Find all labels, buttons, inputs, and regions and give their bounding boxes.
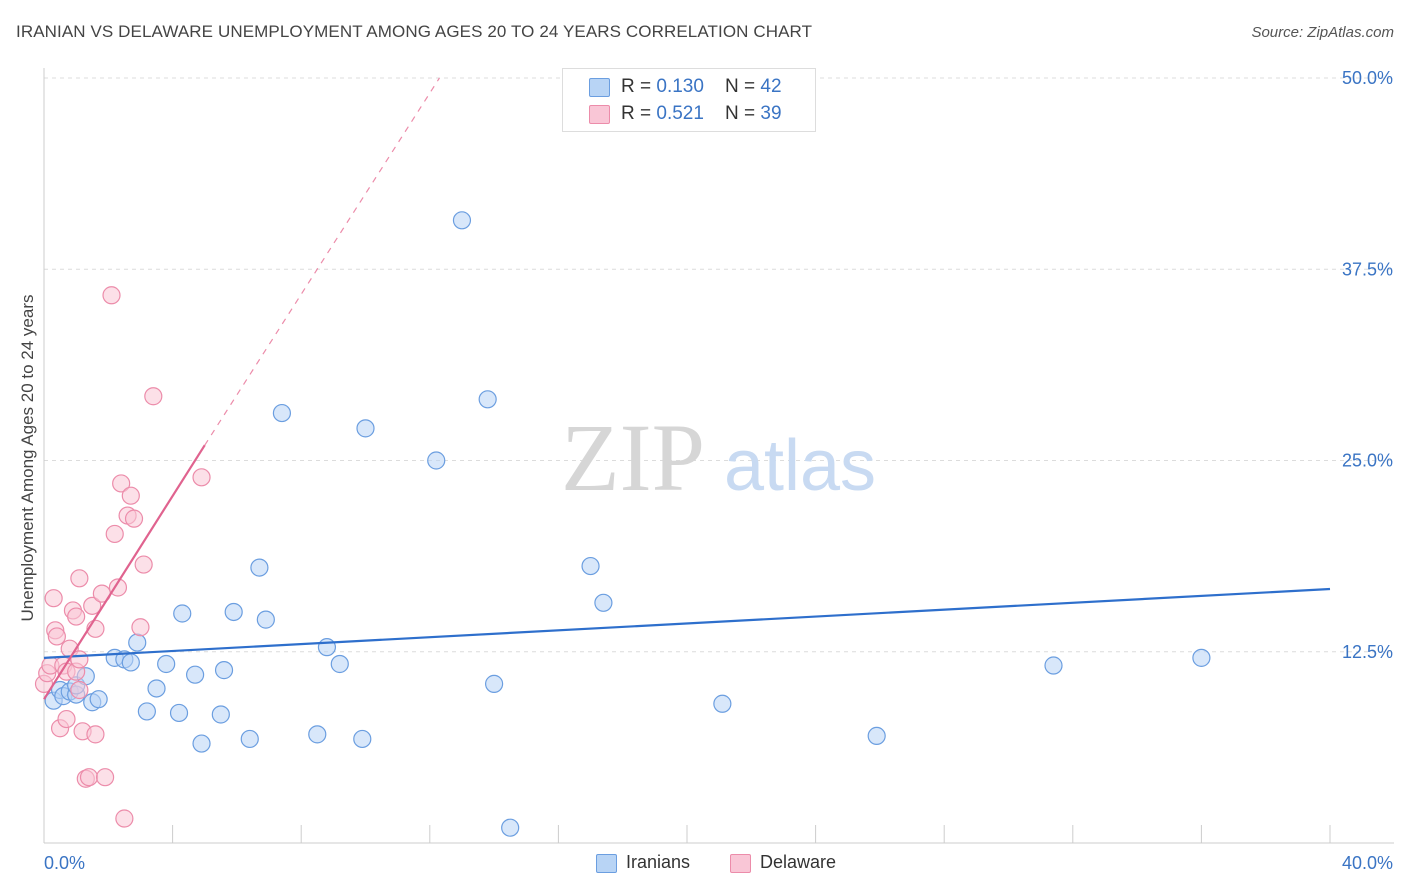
delaware-point (108, 578, 128, 597)
delaware-point (47, 627, 66, 646)
r-value: 0.521 (656, 103, 704, 124)
delaware-point (115, 809, 134, 828)
iranians-point (211, 705, 230, 724)
iranians-point (157, 654, 176, 674)
iranians-point (186, 665, 205, 684)
iranians-point (452, 211, 472, 230)
iranians-point (169, 703, 189, 723)
y-tick-label: 12.5% (1342, 642, 1393, 662)
chart-title: IRANIAN VS DELAWARE UNEMPLOYMENT AMONG A… (16, 22, 813, 41)
delaware-swatch (730, 854, 751, 873)
n-label: N = (725, 76, 761, 97)
delaware-point (192, 468, 211, 487)
delaware-swatch (589, 105, 610, 124)
delaware-point (124, 509, 144, 528)
watermark-zip: ZIP (561, 404, 705, 511)
iranians-swatch (589, 78, 610, 97)
iranians-point (485, 674, 504, 693)
delaware-point (121, 486, 140, 505)
r-value: 0.130 (656, 76, 704, 97)
iranians-point (594, 593, 613, 612)
delaware-point (67, 607, 86, 626)
y-tick-label: 37.5% (1342, 259, 1393, 279)
delaware-point (79, 768, 99, 787)
delaware-point (57, 709, 76, 729)
iranians-point (1192, 648, 1211, 667)
iranians-point (330, 654, 349, 674)
axes (43, 68, 1394, 844)
iranians-point (137, 702, 156, 721)
iranians-point (427, 451, 446, 470)
watermark-atlas: atlas (724, 426, 876, 506)
chart-source: Source: ZipAtlas.com (1251, 24, 1394, 41)
iranians-point (356, 419, 375, 438)
delaware-point (112, 474, 131, 493)
delaware-trend-extension (204, 77, 440, 446)
iranians-point (308, 725, 327, 744)
x-tick-label: 40.0% (1342, 853, 1393, 873)
iranians-point (173, 604, 192, 623)
r-label: R = (621, 103, 657, 124)
iranians-point (89, 690, 108, 709)
delaware-point (144, 387, 163, 406)
iranians-point (713, 694, 732, 713)
iranians-point (478, 390, 497, 409)
iranians-point (317, 638, 337, 657)
n-label: N = (725, 103, 761, 124)
legend-label-iranians: Iranians (626, 852, 691, 872)
iranians-point (240, 729, 259, 749)
stats-legend: R = 0.130 N = 42 R = 0.521 N = 39 (562, 68, 816, 132)
delaware-point (131, 618, 150, 637)
iranians-point (1044, 656, 1063, 675)
delaware-trend-line (43, 444, 206, 700)
iranians-point (353, 729, 372, 749)
y-tick-label: 50.0% (1342, 68, 1393, 88)
delaware-point (86, 725, 105, 744)
iranians-point (128, 633, 147, 652)
iranians-point (214, 661, 234, 680)
iranians-point (192, 734, 211, 753)
trend-lines (43, 77, 1331, 700)
n-value: 39 (760, 103, 782, 124)
watermark: ZIP atlas (561, 404, 876, 511)
legend-label-delaware: Delaware (760, 852, 837, 872)
iranians-point (224, 602, 243, 622)
delaware-points (34, 286, 211, 828)
x-tick-label: 0.0% (44, 853, 85, 873)
grid-lines (44, 77, 1394, 653)
iranians-point (250, 558, 269, 577)
iranians-point (121, 653, 140, 672)
tick-labels: 12.5% 25.0% 37.5% 50.0% 0.0% 40.0% (44, 68, 1393, 873)
iranians-point (147, 679, 166, 698)
delaware-point (83, 596, 102, 615)
r-label: R = (621, 76, 657, 97)
delaware-point (134, 555, 153, 574)
iranians-trend-line (43, 587, 1331, 659)
iranians-point (256, 610, 275, 629)
delaware-point (102, 286, 121, 305)
delaware-point (44, 589, 63, 608)
y-tick-label: 25.0% (1342, 451, 1393, 471)
delaware-point (70, 569, 89, 588)
iranians-point (272, 403, 292, 423)
iranians-swatch (596, 854, 617, 873)
iranians-points (44, 211, 1211, 837)
iranians-point (581, 556, 600, 576)
iranians-point (867, 726, 886, 746)
delaware-point (95, 768, 115, 787)
n-value: 42 (760, 76, 782, 97)
iranians-point (501, 818, 520, 837)
delaware-point (70, 680, 89, 700)
delaware-point (105, 524, 124, 544)
